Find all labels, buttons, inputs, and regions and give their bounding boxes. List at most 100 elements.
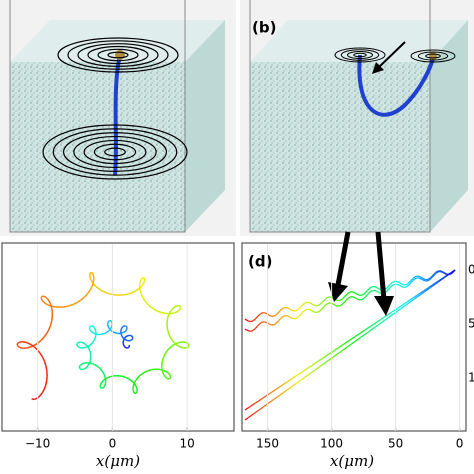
trajectory xyxy=(323,355,326,359)
trajectory xyxy=(414,275,417,278)
trajectory xyxy=(379,321,382,325)
trajectory xyxy=(312,304,316,307)
trajectory xyxy=(86,364,90,367)
trajectory xyxy=(18,346,22,349)
x-tick-label: 50 xyxy=(388,437,403,451)
trajectory xyxy=(314,368,318,371)
trajectory xyxy=(302,376,305,380)
trajectory xyxy=(430,276,433,280)
trajectory xyxy=(389,285,393,288)
trajectory xyxy=(246,319,249,322)
trajectory xyxy=(121,326,124,329)
trajectory xyxy=(388,287,391,290)
flow-line xyxy=(73,135,157,169)
trajectory xyxy=(326,359,330,362)
trajectory xyxy=(300,311,304,315)
trajectory xyxy=(435,281,438,285)
trajectory xyxy=(44,302,49,306)
trajectory xyxy=(430,275,433,279)
trajectory xyxy=(349,343,353,346)
trajectory xyxy=(421,277,424,280)
trajectory xyxy=(123,345,126,348)
trajectory xyxy=(91,272,94,275)
trajectory xyxy=(263,395,267,398)
trajectory xyxy=(283,390,286,394)
trajectory xyxy=(354,339,358,342)
trajectory xyxy=(105,376,109,380)
trajectory xyxy=(409,279,412,283)
trajectory xyxy=(109,327,112,330)
trajectory xyxy=(418,275,421,278)
trajectory xyxy=(288,386,291,390)
trajectory xyxy=(307,366,311,369)
trajectory xyxy=(409,298,412,301)
trajectory xyxy=(321,306,325,310)
trajectory xyxy=(255,325,258,329)
trajectory xyxy=(90,330,93,333)
trajectory xyxy=(402,305,405,309)
trajectory xyxy=(410,299,414,302)
trajectory xyxy=(108,328,111,332)
trajectory xyxy=(389,311,393,314)
trajectory xyxy=(42,301,46,304)
trajectory xyxy=(140,283,144,287)
trajectory xyxy=(89,272,92,274)
trajectory xyxy=(447,273,451,276)
x-tick-label: 0 xyxy=(456,437,464,451)
trajectory xyxy=(92,339,95,343)
trajectory xyxy=(63,305,69,308)
trajectory xyxy=(375,286,379,289)
trajectory xyxy=(435,270,438,274)
trajectory xyxy=(342,342,346,346)
trajectory xyxy=(170,307,174,311)
flow-line xyxy=(107,51,129,59)
trajectory xyxy=(132,382,135,386)
trajectory xyxy=(264,312,267,314)
trajectory xyxy=(258,313,262,316)
trajectory xyxy=(333,354,337,357)
trajectory xyxy=(84,367,87,370)
trajectory xyxy=(423,279,426,282)
trajectory xyxy=(256,314,260,318)
trajectory xyxy=(49,320,53,326)
trajectory xyxy=(122,325,124,328)
trajectory xyxy=(26,346,31,349)
trajectory xyxy=(174,305,177,308)
trajectory xyxy=(110,320,113,323)
trajectory xyxy=(246,329,249,332)
trajectory xyxy=(332,303,335,306)
trajectory xyxy=(421,278,424,281)
trajectory xyxy=(166,315,170,320)
trajectory xyxy=(405,300,409,304)
trajectory xyxy=(72,302,77,306)
y-tick-label: 5 xyxy=(468,317,474,331)
trajectory xyxy=(360,331,363,334)
trajectory xyxy=(311,309,314,313)
trajectory xyxy=(91,331,95,334)
trajectory xyxy=(327,302,330,305)
trajectory xyxy=(128,378,132,381)
trajectory xyxy=(382,319,386,322)
trajectory xyxy=(41,356,46,362)
trajectory xyxy=(391,310,395,313)
trajectory xyxy=(102,290,108,294)
trajectory xyxy=(414,296,417,300)
trajectory xyxy=(377,291,381,294)
trajectory xyxy=(91,341,94,345)
trajectory xyxy=(124,336,127,338)
trajectory xyxy=(377,323,381,326)
trajectory xyxy=(40,296,43,298)
trajectory xyxy=(45,329,50,334)
trajectory xyxy=(106,292,112,296)
trajectory xyxy=(412,276,416,279)
trajectory xyxy=(396,306,400,310)
trajectory xyxy=(417,294,421,297)
trajectory xyxy=(269,323,272,326)
trajectory xyxy=(445,274,449,277)
panel-a xyxy=(0,0,236,236)
trajectory xyxy=(281,391,284,395)
trajectory xyxy=(346,340,349,343)
trajectory xyxy=(277,310,281,314)
trajectory xyxy=(276,320,279,324)
trajectory xyxy=(89,276,92,280)
